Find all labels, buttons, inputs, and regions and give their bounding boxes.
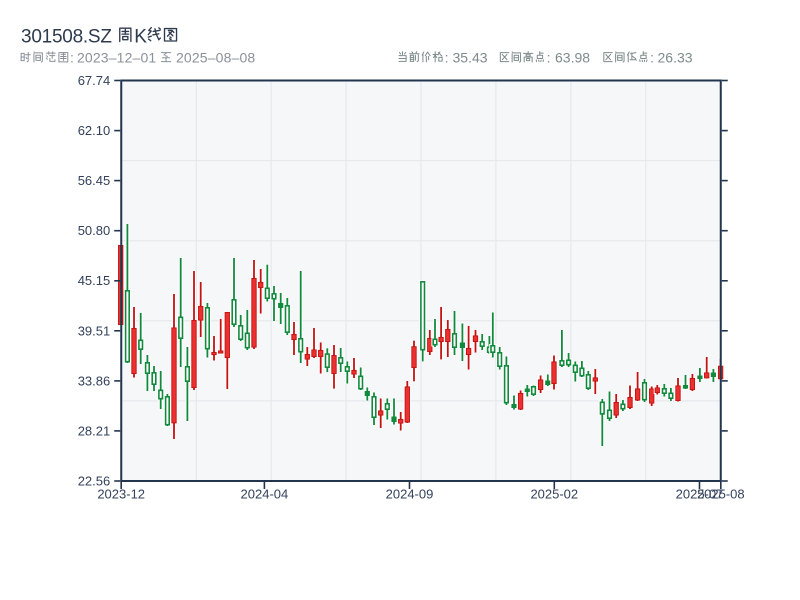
- svg-text:63.98: 63.98: [555, 49, 590, 65]
- svg-text:2025-02: 2025-02: [530, 487, 578, 502]
- svg-text:2024-09: 2024-09: [386, 487, 434, 502]
- svg-text:2024-04: 2024-04: [241, 487, 289, 502]
- svg-text:28.21: 28.21: [78, 423, 111, 438]
- svg-text:2025-08: 2025-08: [697, 487, 745, 502]
- svg-text:35.43: 35.43: [453, 49, 488, 65]
- svg-text::: :: [70, 49, 74, 65]
- svg-text:301508.SZ: 301508.SZ: [21, 27, 112, 48]
- svg-text:56.45: 56.45: [78, 173, 111, 188]
- svg-text::: :: [445, 49, 449, 65]
- svg-text:50.80: 50.80: [78, 223, 111, 238]
- svg-text:39.51: 39.51: [78, 323, 111, 338]
- svg-text:K: K: [134, 27, 147, 48]
- svg-text:2025-07: 2025-07: [676, 487, 724, 502]
- svg-text:33.86: 33.86: [78, 373, 111, 388]
- svg-text::: :: [547, 49, 551, 65]
- svg-text:67.74: 67.74: [78, 73, 111, 88]
- svg-text:45.15: 45.15: [78, 273, 111, 288]
- svg-text:2023-12: 2023-12: [97, 487, 145, 502]
- svg-text::: :: [650, 49, 654, 65]
- svg-text:22.56: 22.56: [78, 474, 111, 489]
- svg-text:62.10: 62.10: [78, 123, 111, 138]
- svg-text:2025–08–08: 2025–08–08: [176, 49, 255, 65]
- svg-text:26.33: 26.33: [658, 49, 693, 65]
- svg-text:2023–12–01: 2023–12–01: [77, 49, 156, 65]
